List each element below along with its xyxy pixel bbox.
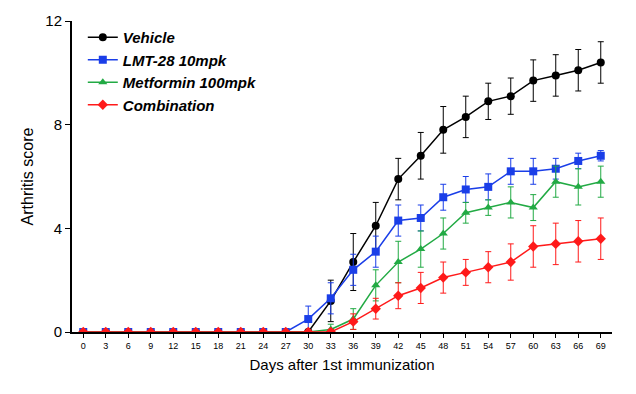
svg-text:33: 33 — [326, 341, 336, 351]
svg-text:Combination: Combination — [123, 97, 215, 114]
svg-text:66: 66 — [573, 341, 583, 351]
svg-text:57: 57 — [506, 341, 516, 351]
svg-text:21: 21 — [236, 341, 246, 351]
svg-text:Metformin 100mpk: Metformin 100mpk — [123, 74, 256, 91]
svg-text:Arthritis score: Arthritis score — [19, 127, 36, 225]
svg-text:12: 12 — [45, 12, 62, 29]
svg-text:9: 9 — [148, 341, 153, 351]
svg-text:69: 69 — [596, 341, 606, 351]
svg-text:48: 48 — [438, 341, 448, 351]
svg-text:54: 54 — [483, 341, 493, 351]
svg-text:4: 4 — [54, 220, 62, 237]
svg-text:60: 60 — [528, 341, 538, 351]
svg-text:0: 0 — [81, 341, 86, 351]
svg-text:15: 15 — [191, 341, 201, 351]
svg-text:45: 45 — [416, 341, 426, 351]
svg-text:18: 18 — [213, 341, 223, 351]
svg-text:Days after 1st immunization: Days after 1st immunization — [249, 356, 434, 373]
svg-text:0: 0 — [54, 323, 62, 340]
svg-text:36: 36 — [348, 341, 358, 351]
svg-text:LMT-28 10mpk: LMT-28 10mpk — [123, 52, 227, 69]
svg-text:30: 30 — [303, 341, 313, 351]
svg-text:6: 6 — [126, 341, 131, 351]
svg-text:8: 8 — [54, 116, 62, 133]
svg-text:Vehicle: Vehicle — [123, 29, 175, 46]
svg-text:63: 63 — [551, 341, 561, 351]
svg-text:51: 51 — [461, 341, 471, 351]
svg-text:27: 27 — [281, 341, 291, 351]
svg-text:42: 42 — [393, 341, 403, 351]
svg-text:24: 24 — [258, 341, 268, 351]
svg-text:3: 3 — [103, 341, 108, 351]
svg-text:12: 12 — [168, 341, 178, 351]
svg-text:39: 39 — [371, 341, 381, 351]
